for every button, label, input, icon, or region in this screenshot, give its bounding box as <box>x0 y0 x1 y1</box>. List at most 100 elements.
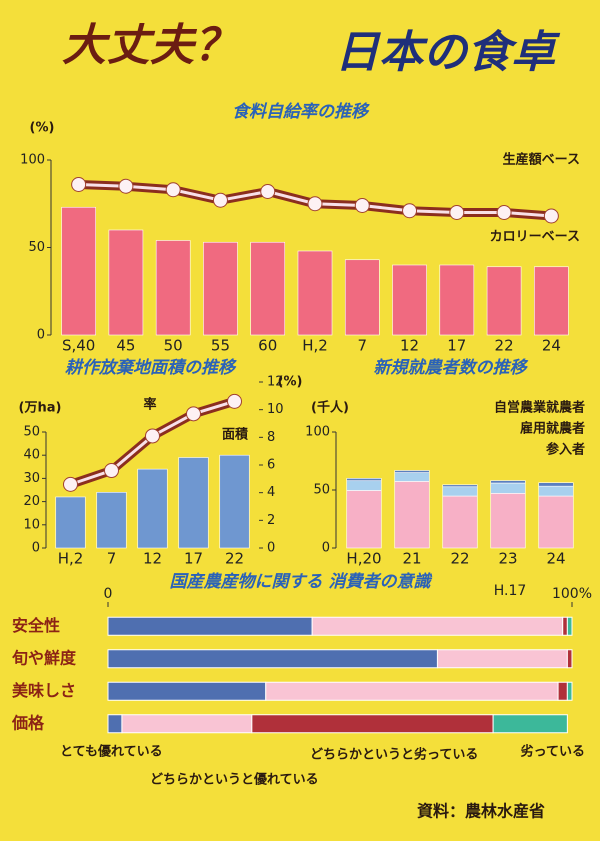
bar <box>442 495 478 549</box>
bar <box>96 492 127 549</box>
y2-tick-label: 6 <box>267 458 275 473</box>
bar <box>251 714 494 734</box>
bar <box>107 714 123 734</box>
bar <box>490 480 526 484</box>
point <box>543 208 559 224</box>
point <box>227 393 242 409</box>
legend-label: どちらかというと優れている <box>150 772 319 788</box>
bar <box>557 681 568 701</box>
chart-title: 耕作放棄地面積の推移 <box>65 358 237 378</box>
x-tick-label: S,40 <box>62 337 95 355</box>
bar <box>566 681 573 701</box>
bar <box>538 482 574 487</box>
point <box>186 406 201 422</box>
y2-tick-label: 12 <box>267 375 284 390</box>
y-tick-label: 0 <box>37 328 45 343</box>
legend-label: どちらかというと劣っている <box>310 747 478 763</box>
bar <box>61 206 96 336</box>
y-tick-label: 50 <box>23 425 40 440</box>
x-tick-label: 23 <box>498 550 517 568</box>
bar <box>107 616 313 636</box>
x-tick-label: 24 <box>542 337 561 355</box>
legend-label: 雇用就農者 <box>520 421 585 437</box>
bar <box>566 649 573 669</box>
x-tick-label: H,2 <box>58 550 84 568</box>
bar <box>346 480 382 491</box>
x-tick-label: 60 <box>258 337 277 355</box>
bar <box>436 649 568 669</box>
bar <box>566 616 573 636</box>
bar <box>250 241 286 336</box>
bar <box>490 493 526 549</box>
bar <box>490 482 526 494</box>
bar <box>346 478 382 482</box>
bar <box>534 266 569 336</box>
point <box>165 182 181 198</box>
bar <box>394 470 430 473</box>
x-tick-label: 24 <box>546 550 565 568</box>
y-tick-label: 0 <box>32 541 40 556</box>
y-tick-label: 美味しさ <box>12 681 76 700</box>
x-tick-label: 7 <box>107 550 117 568</box>
bar <box>219 454 250 549</box>
point <box>402 203 418 219</box>
y-tick-label: 旬や鮮度 <box>11 648 77 667</box>
x-tick-label: 22 <box>450 550 469 568</box>
point <box>449 205 465 220</box>
legend-label: 自営農業就農者 <box>494 400 585 416</box>
legend-label: 劣っている <box>521 744 585 760</box>
y2-tick-label: 2 <box>267 513 275 528</box>
y-axis-label: (%) <box>30 121 55 136</box>
x-tick-label: 17 <box>184 550 203 568</box>
y-tick-label: 50 <box>313 483 330 498</box>
y-tick-label: 20 <box>23 494 40 509</box>
bar <box>442 484 478 488</box>
point <box>307 196 323 212</box>
y-axis-label: (万ha) <box>19 401 62 416</box>
bar <box>155 240 191 336</box>
legend-label: 生産額ベース <box>503 152 580 168</box>
x-tick-label: 100% <box>552 586 592 602</box>
point <box>212 192 228 208</box>
bar <box>108 229 144 336</box>
y-tick-label: 100 <box>305 425 330 440</box>
bar <box>346 490 382 549</box>
legend-label: 率 <box>143 397 156 413</box>
period-label: H.17 <box>494 583 527 599</box>
bar <box>538 495 574 549</box>
y2-tick-label: 4 <box>267 485 275 500</box>
y-tick-label: 30 <box>23 471 40 486</box>
bar <box>442 486 478 497</box>
x-tick-label: 45 <box>116 337 135 355</box>
legend-label: 面積 <box>222 427 249 443</box>
y-tick-label: 40 <box>23 448 40 463</box>
legend-label: とても優れている <box>60 744 163 760</box>
x-tick-label: H,20 <box>346 550 381 568</box>
x-tick-label: 7 <box>357 337 367 355</box>
point <box>118 178 134 194</box>
y-tick-label: 価格 <box>11 713 45 732</box>
bar <box>137 468 168 549</box>
bar <box>492 714 568 734</box>
chart-title: 新規就農者数の推移 <box>374 358 529 378</box>
bar <box>344 259 380 336</box>
x-tick-label: 22 <box>225 550 244 568</box>
x-tick-label: H,2 <box>302 337 328 355</box>
bar <box>203 241 238 336</box>
y2-axis-label: (%) <box>278 375 303 390</box>
bar <box>392 264 427 336</box>
bar <box>107 681 267 701</box>
x-tick-label: 55 <box>211 337 230 355</box>
point <box>104 463 119 479</box>
point <box>260 184 276 199</box>
bar <box>486 266 522 336</box>
x-tick-label: 12 <box>143 550 162 568</box>
y-axis-label: (千人) <box>311 400 349 416</box>
y2-tick-label: 8 <box>267 430 275 445</box>
point <box>71 177 87 192</box>
legend-label: 参入者 <box>546 442 585 458</box>
x-tick-label: 22 <box>495 337 514 355</box>
point <box>496 205 512 220</box>
